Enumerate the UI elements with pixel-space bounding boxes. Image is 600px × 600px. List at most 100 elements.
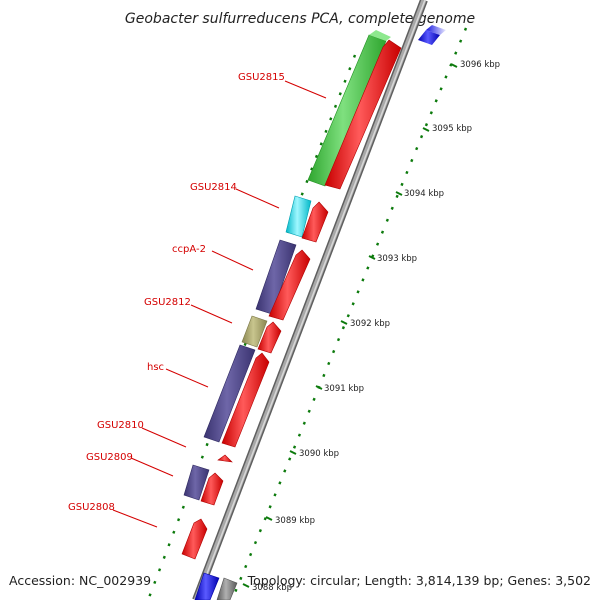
gene-label-GSU2808: GSU2808 — [68, 502, 115, 513]
tick-dash — [351, 302, 355, 306]
kbp-label-3096: 3096 kbp — [460, 60, 500, 70]
tick-dash — [312, 397, 316, 401]
tick-dash — [322, 373, 326, 378]
gene-GSU2812 — [241, 315, 268, 348]
tick-dash — [258, 529, 262, 533]
kbp-label-3089: 3089 kbp — [275, 516, 315, 526]
tick-dash — [444, 75, 448, 79]
kbp-label-3092: 3092 kbp — [350, 319, 390, 329]
tick-dash — [327, 361, 331, 366]
tick-dash — [288, 457, 292, 461]
accession-text: Accession: NC_002939 — [9, 573, 152, 588]
tick-dash — [263, 517, 267, 521]
kbp-tick-mark — [315, 385, 323, 390]
label-leader-lines — [112, 80, 327, 528]
gene-GSU2814 — [285, 195, 312, 238]
gene-GSU2810-forward — [217, 454, 233, 463]
tick-dash — [239, 576, 243, 581]
gene-hsc-forward — [221, 352, 270, 448]
tick-dash — [200, 455, 204, 459]
tick-dash — [343, 79, 347, 83]
tick-dash — [459, 39, 463, 43]
topology-text: Topology: circular; Length: 3,814,139 bp… — [247, 573, 591, 588]
tick-dash — [338, 92, 342, 96]
gene-GSU2815 — [307, 30, 391, 187]
tick-dash — [162, 555, 166, 559]
tick-dash — [300, 192, 304, 196]
tick-dash — [439, 87, 443, 91]
tick-dash — [454, 51, 458, 55]
gene-bottom-gray — [216, 577, 238, 600]
tick-dash — [167, 543, 171, 547]
tick-dash — [352, 54, 357, 58]
gene-top-blue — [418, 25, 446, 45]
tick-dash — [361, 278, 365, 282]
kbp-tick-mark — [289, 450, 297, 455]
tick-dash — [348, 67, 352, 71]
tick-dash — [434, 99, 438, 103]
tick-dash — [333, 104, 338, 108]
tick-dash — [385, 218, 389, 222]
gene-label-GSU2809: GSU2809 — [86, 452, 133, 463]
genome-title: Geobacter sulfurreducens PCA, complete g… — [125, 11, 475, 27]
tick-dash — [268, 505, 272, 509]
tick-dash — [205, 442, 209, 447]
gene-label-GSU2814: GSU2814 — [190, 182, 237, 193]
tick-dash — [302, 421, 306, 425]
tick-dash — [181, 505, 185, 509]
tick-dash — [346, 314, 350, 318]
tick-dash — [176, 518, 181, 522]
tick-dash — [332, 349, 336, 354]
genome-backbone — [192, 0, 428, 600]
tick-dash — [366, 266, 370, 270]
tick-dash — [390, 206, 394, 210]
tick-dash — [419, 135, 424, 139]
kbp-label-3090: 3090 kbp — [299, 449, 339, 459]
tick-dash — [305, 179, 309, 184]
gene-label-GSU2812: GSU2812 — [144, 297, 191, 308]
tick-dash — [356, 290, 360, 294]
tick-dash — [415, 146, 419, 151]
kbp-tick-mark — [368, 255, 376, 260]
tick-dash — [329, 117, 333, 121]
kbp-tick-mark — [242, 583, 250, 588]
kbp-label-3094: 3094 kbp — [404, 189, 444, 199]
gene-label-GSU2810: GSU2810 — [97, 420, 144, 431]
tick-dash — [424, 123, 429, 127]
kbp-scale: 3096 kbp 3095 kbp 3094 kbp 3093 kbp 3092… — [242, 60, 500, 593]
gene-bottom-blue — [194, 572, 220, 600]
tick-dash — [253, 540, 258, 545]
tick-dash — [319, 142, 323, 146]
gene-GSU2809-forward — [200, 472, 224, 506]
gene-label-GSU2815: GSU2815 — [238, 72, 285, 83]
tick-dash — [463, 27, 468, 31]
tick-dash — [429, 111, 433, 115]
gene-GSU2814-forward — [301, 201, 329, 243]
kbp-tick-mark — [450, 63, 458, 68]
tick-dash — [243, 342, 247, 346]
tick-dash — [278, 481, 282, 485]
kbp-tick-mark — [422, 127, 430, 132]
tick-dash — [341, 326, 346, 330]
tick-dash — [283, 469, 287, 473]
kbp-tick-mark — [340, 320, 348, 325]
gene-GSU2808-forward — [181, 518, 208, 560]
kbp-label-3095: 3095 kbp — [432, 124, 472, 134]
tick-dash — [324, 129, 328, 134]
gene-label-hsc: hsc — [147, 362, 164, 373]
gene-ccpA-2-forward — [268, 249, 311, 321]
tick-dash — [148, 593, 152, 597]
gene-hsc — [203, 344, 256, 443]
tick-dash — [244, 564, 248, 569]
tick-dash — [292, 445, 297, 449]
tick-dash — [380, 230, 385, 234]
kbp-label-3093: 3093 kbp — [377, 254, 417, 264]
tick-dash — [395, 194, 399, 199]
kbp-label-3091: 3091 kbp — [324, 384, 364, 394]
tick-dash — [410, 158, 414, 163]
gene-GSU2809 — [183, 464, 210, 501]
tick-dash — [153, 580, 157, 585]
tick-dash — [400, 182, 404, 187]
